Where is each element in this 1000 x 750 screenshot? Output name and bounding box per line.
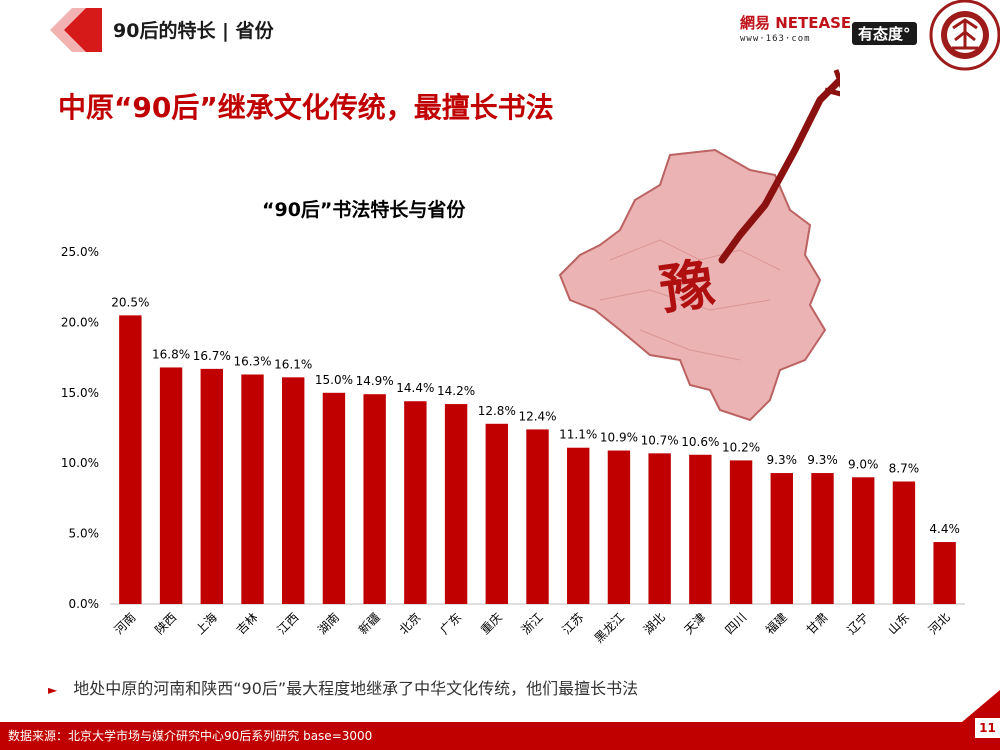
headline: 中原“90后”继承文化传统，最擅长书法 xyxy=(58,91,554,124)
bar xyxy=(282,377,305,604)
data-label: 20.5% xyxy=(111,295,149,309)
x-tick-label: 甘肃 xyxy=(804,610,831,637)
x-tick-label: 天津 xyxy=(682,610,709,637)
henan-map-illustration: 豫 xyxy=(558,69,840,422)
bullet-arrow-icon: ► xyxy=(48,683,58,697)
data-label: 9.0% xyxy=(848,457,879,471)
x-tick-label: 浙江 xyxy=(519,610,546,637)
data-label: 14.4% xyxy=(396,381,434,395)
header-bar: 90后的特长 | 省份 網易 NETEASE www·163·com 有态度° xyxy=(0,0,1000,71)
page-number: 11 xyxy=(975,718,1000,738)
x-tick-label: 山东 xyxy=(885,610,912,637)
x-tick-label: 湖北 xyxy=(640,610,668,638)
data-source: 数据来源：北京大学市场与媒介研究中心90后系列研究 base=3000 xyxy=(8,729,373,743)
chevron-icon xyxy=(50,8,102,52)
y-tick-label: 20.0% xyxy=(61,315,99,329)
page-corner-decoration xyxy=(962,690,1000,722)
bar xyxy=(567,447,590,604)
footer-bar: 数据来源：北京大学市场与媒介研究中心90后系列研究 base=3000 xyxy=(0,722,1000,750)
note-text: 地处中原的河南和陕西“90后”最大程度地继承了中华文化传统，他们最擅长书法 xyxy=(73,679,639,698)
bar xyxy=(526,429,549,604)
bar xyxy=(933,542,956,604)
data-label: 16.7% xyxy=(193,349,231,363)
data-label: 10.7% xyxy=(641,433,679,447)
bar xyxy=(485,423,508,604)
bar xyxy=(159,367,183,604)
bar xyxy=(892,481,916,604)
y-tick-label: 0.0% xyxy=(69,597,100,611)
bar xyxy=(363,394,386,604)
bar xyxy=(689,454,712,604)
bar xyxy=(200,368,223,604)
bar xyxy=(241,374,264,604)
data-label: 8.7% xyxy=(889,462,920,476)
y-tick-label: 25.0% xyxy=(61,245,99,259)
x-tick-label: 重庆 xyxy=(478,610,505,637)
bar xyxy=(404,401,427,604)
bar xyxy=(648,453,671,604)
netease-url: www·163·com xyxy=(740,34,811,44)
data-label: 16.3% xyxy=(233,354,271,368)
partner-logos: 網易 NETEASE www·163·com 有态度° xyxy=(740,8,930,50)
data-label: 11.1% xyxy=(559,428,597,442)
chart-title: “90后”书法特长与省份 xyxy=(262,199,466,221)
pku-seal-icon xyxy=(929,0,1000,71)
x-tick-label: 湖南 xyxy=(314,610,342,638)
x-tick-label: 辽宁 xyxy=(844,610,872,638)
bar-chart: 0.0% 5.0% 10.0% 15.0% 20.0% 25.0% 20.5% 河南 16.8%… xyxy=(61,245,965,646)
bar xyxy=(811,473,834,604)
bar xyxy=(322,392,346,604)
bar xyxy=(770,473,793,604)
data-label: 4.4% xyxy=(929,522,960,536)
bar xyxy=(852,477,875,604)
x-tick-label: 福建 xyxy=(762,610,790,638)
data-label: 14.2% xyxy=(437,384,475,398)
map-character: 豫 xyxy=(656,251,718,322)
x-tick-label: 河南 xyxy=(111,610,139,638)
x-tick-label: 黑龙江 xyxy=(592,610,627,645)
data-label: 9.3% xyxy=(807,453,838,467)
data-label: 10.9% xyxy=(600,431,638,445)
data-label: 9.3% xyxy=(767,453,798,467)
data-label: 12.4% xyxy=(518,409,556,423)
x-tick-label: 新疆 xyxy=(355,610,383,638)
data-label: 12.8% xyxy=(478,404,516,418)
x-tick-label: 江苏 xyxy=(559,610,586,637)
x-tick-label: 广东 xyxy=(437,610,464,637)
bar xyxy=(607,450,631,604)
bar xyxy=(119,315,142,604)
x-tick-label: 陕西 xyxy=(152,610,180,638)
chart-note: ► 地处中原的河南和陕西“90后”最大程度地继承了中华文化传统，他们最擅长书法 xyxy=(48,675,638,699)
x-tick-label: 河北 xyxy=(926,610,953,637)
x-tick-label: 四川 xyxy=(722,610,749,637)
data-label: 16.8% xyxy=(152,347,190,361)
data-label: 10.2% xyxy=(722,440,760,454)
x-tick-label: 北京 xyxy=(397,610,424,637)
section-title: 90后的特长 | 省份 xyxy=(113,20,274,42)
y-tick-label: 5.0% xyxy=(69,527,100,541)
x-tick-label: 吉林 xyxy=(234,610,261,637)
youtaidu-logo: 有态度° xyxy=(852,22,917,45)
netease-logo: 網易 NETEASE xyxy=(740,14,852,32)
x-tick-label: 江西 xyxy=(274,610,301,637)
y-tick-label: 10.0% xyxy=(61,456,99,470)
data-label: 10.6% xyxy=(681,435,719,449)
data-label: 14.9% xyxy=(356,374,394,388)
y-tick-label: 15.0% xyxy=(61,386,99,400)
data-label: 16.1% xyxy=(274,357,312,371)
bar xyxy=(444,404,468,604)
bar xyxy=(729,460,753,604)
data-label: 15.0% xyxy=(315,373,353,387)
x-tick-label: 上海 xyxy=(192,610,220,638)
